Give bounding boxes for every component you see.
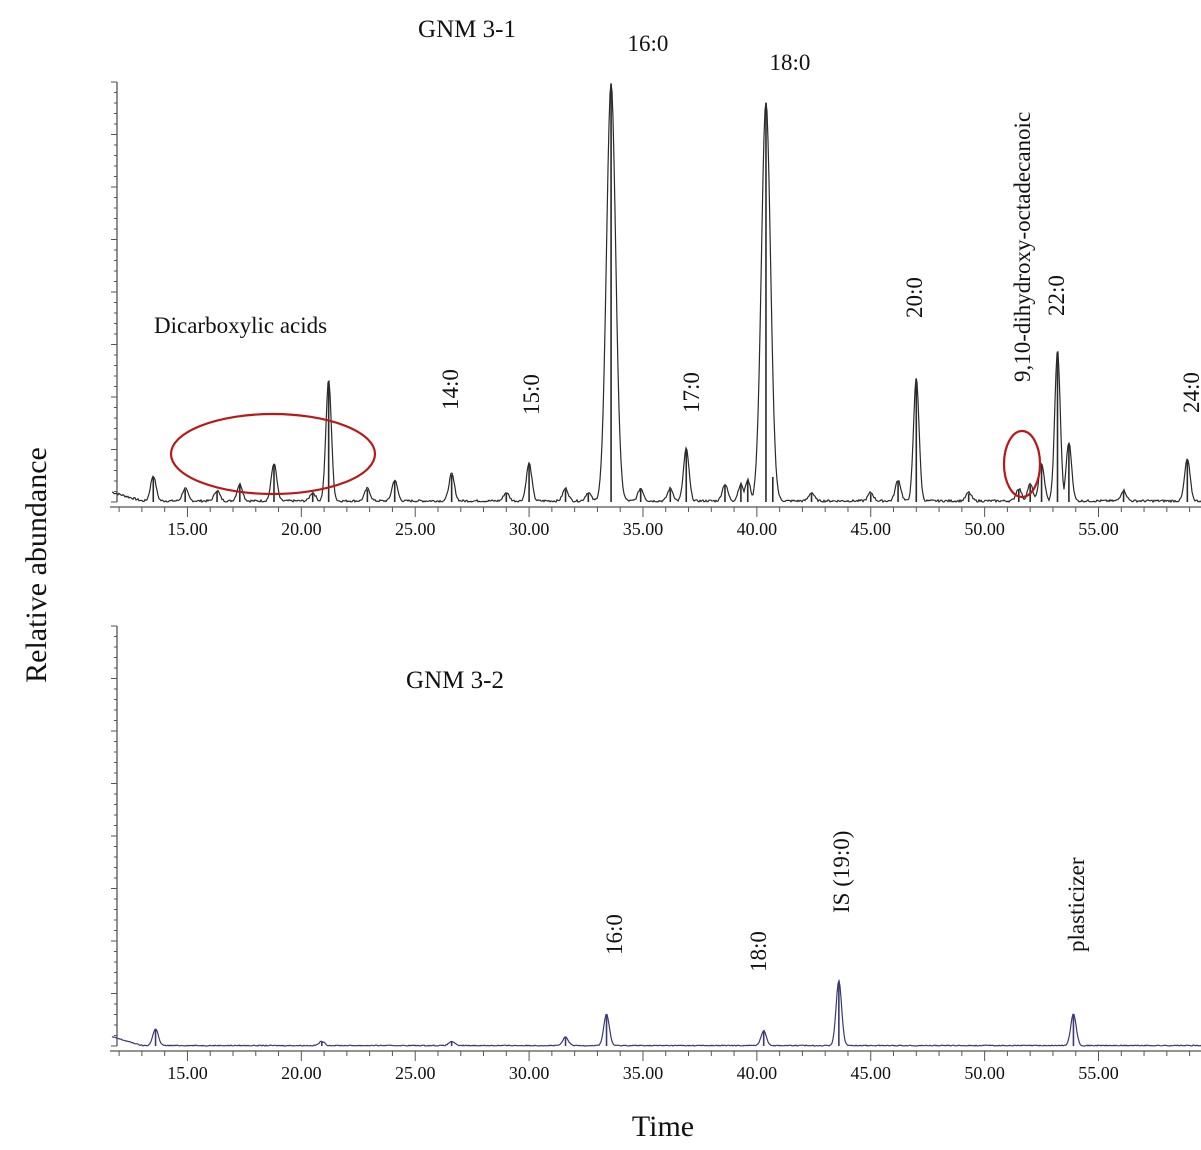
x-tick-label: 15.00 xyxy=(167,519,208,539)
peak-annotation: 17:0 xyxy=(679,372,704,413)
x-tick-label: 20.00 xyxy=(281,519,322,539)
peak-annotation: 18:0 xyxy=(770,50,811,75)
peak-annotation: 18:0 xyxy=(746,931,771,972)
y-axis-title: Relative abundance xyxy=(20,447,53,683)
peak-annotation: 22:0 xyxy=(1044,275,1069,316)
chromatogram-trace xyxy=(111,978,1201,1047)
peak-annotation: Dicarboxylic acids xyxy=(154,313,327,338)
x-tick-label: 40.00 xyxy=(737,1063,778,1083)
chromatogram-trace xyxy=(111,83,1201,504)
chromatogram-panel-1 xyxy=(110,81,1201,517)
x-tick-label: 35.00 xyxy=(623,519,664,539)
chromatogram-panel-2 xyxy=(110,625,1201,1061)
peak-annotation: 24:0 xyxy=(1179,372,1201,413)
x-tick-label: 25.00 xyxy=(395,1063,436,1083)
x-tick-label: 40.00 xyxy=(737,519,778,539)
x-tick-label: 45.00 xyxy=(850,1063,891,1083)
highlight-ellipse xyxy=(1002,429,1042,499)
peak-annotation: plasticizer xyxy=(1064,857,1089,952)
peak-annotation: 15:0 xyxy=(519,374,544,415)
x-tick-label: 45.00 xyxy=(850,519,891,539)
peak-annotation: 9,10-dihydroxy-octadecanoic xyxy=(1010,112,1035,382)
x-tick-label: 30.00 xyxy=(509,519,550,539)
peak-annotation: 16:0 xyxy=(602,914,627,955)
x-tick-label: 50.00 xyxy=(964,1063,1005,1083)
x-tick-label: 15.00 xyxy=(167,1063,208,1083)
x-tick-label: 55.00 xyxy=(1078,519,1119,539)
x-tick-label: 55.00 xyxy=(1078,1063,1119,1083)
x-tick-label: 50.00 xyxy=(964,519,1005,539)
peak-annotation: IS (19:0) xyxy=(829,831,854,913)
x-axis-title: Time xyxy=(632,1110,694,1143)
peak-annotation: 20:0 xyxy=(902,277,927,318)
peak-annotation: 16:0 xyxy=(628,31,669,56)
x-tick-label: 20.00 xyxy=(281,1063,322,1083)
panel-title: GNM 3-1 xyxy=(418,16,516,43)
x-tick-label: 25.00 xyxy=(395,519,436,539)
x-tick-label: 30.00 xyxy=(509,1063,550,1083)
highlight-ellipse xyxy=(169,412,377,496)
x-tick-label: 35.00 xyxy=(623,1063,664,1083)
panel-title: GNM 3-2 xyxy=(406,667,504,694)
peak-annotation: 14:0 xyxy=(438,369,463,410)
